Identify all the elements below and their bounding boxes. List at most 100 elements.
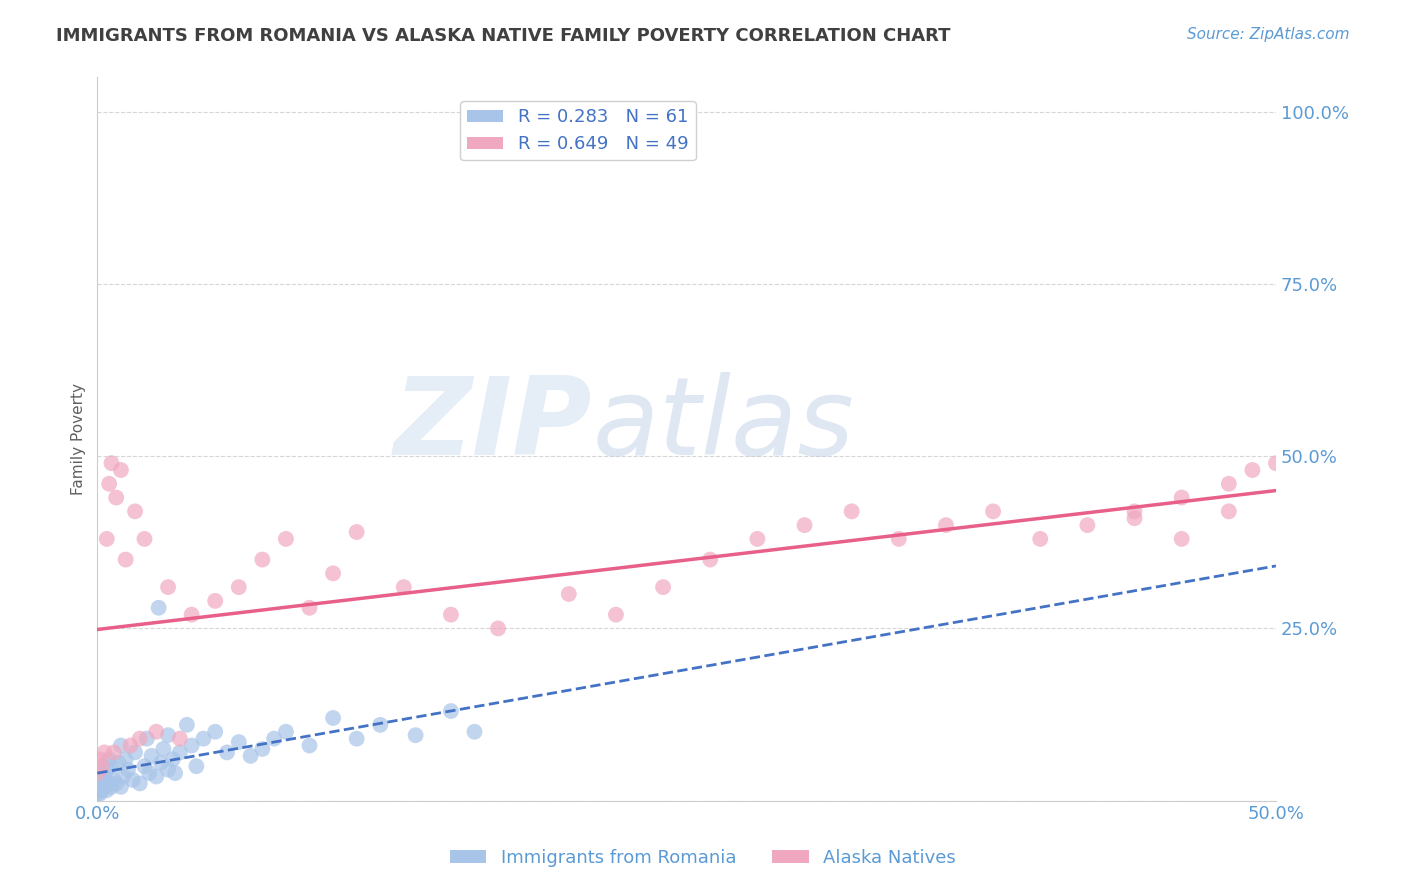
- Point: [145, 724, 167, 739]
- Legend: R = 0.283   N = 61, R = 0.649   N = 49: R = 0.283 N = 61, R = 0.649 N = 49: [460, 101, 696, 161]
- Point: [86, 780, 108, 794]
- Point: [558, 587, 581, 601]
- Point: [89, 780, 111, 794]
- Text: atlas: atlas: [592, 372, 855, 477]
- Point: [157, 763, 180, 777]
- Point: [103, 772, 125, 787]
- Point: [1218, 504, 1240, 518]
- Point: [96, 532, 118, 546]
- Point: [193, 731, 215, 746]
- Point: [440, 704, 463, 718]
- Point: [105, 491, 128, 505]
- Text: IMMIGRANTS FROM ROMANIA VS ALASKA NATIVE FAMILY POVERTY CORRELATION CHART: IMMIGRANTS FROM ROMANIA VS ALASKA NATIVE…: [56, 27, 950, 45]
- Point: [228, 735, 250, 749]
- Legend: Immigrants from Romania, Alaska Natives: Immigrants from Romania, Alaska Natives: [443, 842, 963, 874]
- Point: [239, 748, 262, 763]
- Point: [110, 739, 132, 753]
- Point: [887, 532, 910, 546]
- Point: [1218, 476, 1240, 491]
- Point: [86, 772, 108, 787]
- Point: [180, 739, 202, 753]
- Point: [86, 783, 108, 797]
- Point: [124, 504, 146, 518]
- Point: [93, 770, 115, 784]
- Point: [186, 759, 208, 773]
- Point: [114, 752, 136, 766]
- Point: [176, 718, 198, 732]
- Point: [134, 532, 156, 546]
- Point: [322, 711, 344, 725]
- Point: [91, 783, 114, 797]
- Point: [463, 724, 485, 739]
- Point: [91, 759, 114, 773]
- Point: [747, 532, 769, 546]
- Point: [169, 731, 191, 746]
- Text: Source: ZipAtlas.com: Source: ZipAtlas.com: [1187, 27, 1350, 42]
- Point: [112, 770, 135, 784]
- Point: [98, 752, 121, 766]
- Point: [298, 600, 321, 615]
- Point: [1170, 532, 1192, 546]
- Point: [89, 752, 111, 766]
- Point: [89, 787, 111, 801]
- Point: [346, 524, 368, 539]
- Point: [180, 607, 202, 622]
- Point: [86, 766, 108, 780]
- Point: [165, 766, 187, 780]
- Point: [169, 746, 191, 760]
- Point: [652, 580, 675, 594]
- Point: [204, 724, 226, 739]
- Point: [298, 739, 321, 753]
- Point: [981, 504, 1004, 518]
- Point: [274, 532, 297, 546]
- Point: [107, 756, 129, 770]
- Point: [117, 763, 139, 777]
- Point: [121, 772, 143, 787]
- Point: [98, 776, 121, 790]
- Point: [935, 518, 957, 533]
- Point: [100, 759, 122, 773]
- Point: [157, 728, 180, 742]
- Point: [228, 580, 250, 594]
- Point: [96, 783, 118, 797]
- Point: [405, 728, 427, 742]
- Point: [86, 776, 108, 790]
- Text: ZIP: ZIP: [394, 372, 592, 477]
- Point: [93, 780, 115, 794]
- Point: [100, 456, 122, 470]
- Point: [91, 776, 114, 790]
- Point: [252, 742, 274, 756]
- Point: [114, 552, 136, 566]
- Point: [204, 594, 226, 608]
- Point: [157, 580, 180, 594]
- Point: [124, 746, 146, 760]
- Point: [86, 787, 108, 801]
- Point: [100, 780, 122, 794]
- Point: [274, 724, 297, 739]
- Point: [110, 463, 132, 477]
- Point: [841, 504, 863, 518]
- Point: [150, 756, 173, 770]
- Point: [252, 552, 274, 566]
- Point: [699, 552, 721, 566]
- Point: [93, 746, 115, 760]
- Point: [1123, 504, 1146, 518]
- Point: [120, 739, 142, 753]
- Point: [152, 742, 174, 756]
- Point: [145, 770, 167, 784]
- Point: [103, 746, 125, 760]
- Point: [346, 731, 368, 746]
- Point: [134, 759, 156, 773]
- Point: [128, 731, 150, 746]
- Point: [793, 518, 815, 533]
- Point: [105, 776, 128, 790]
- Point: [486, 622, 509, 636]
- Point: [1170, 491, 1192, 505]
- Point: [392, 580, 415, 594]
- Point: [215, 746, 238, 760]
- Point: [110, 780, 132, 794]
- Point: [1123, 511, 1146, 525]
- Point: [128, 776, 150, 790]
- Point: [1265, 456, 1288, 470]
- Point: [263, 731, 285, 746]
